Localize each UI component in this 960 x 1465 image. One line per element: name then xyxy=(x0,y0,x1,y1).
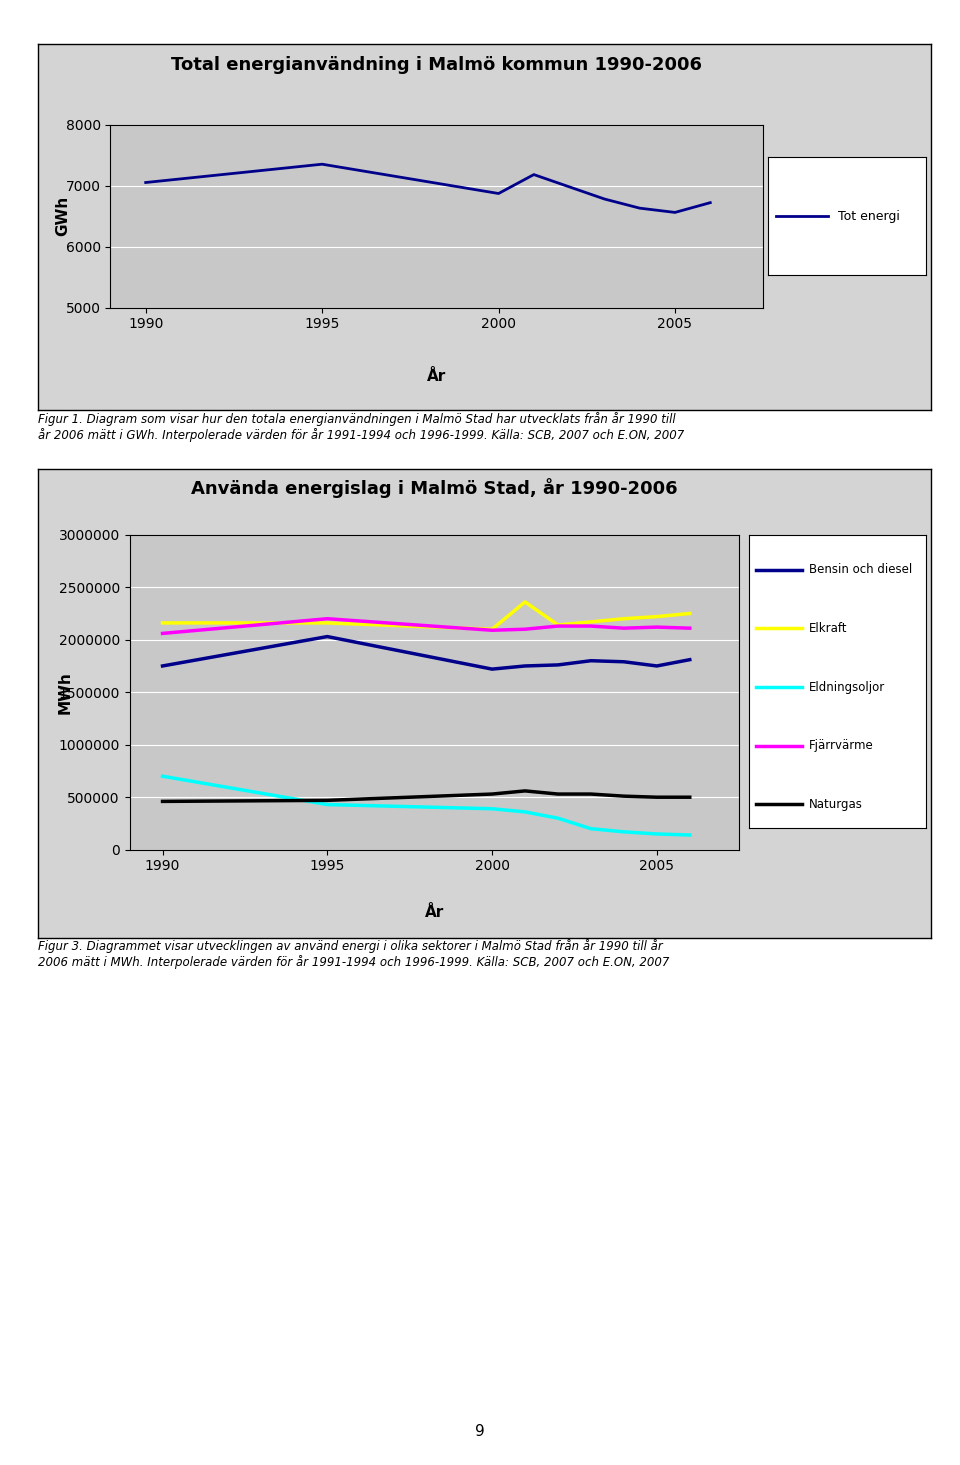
Elkraft xyxy=(519,593,531,611)
Tot energi xyxy=(669,204,681,221)
Tot energi xyxy=(528,166,540,183)
Bensin och diesel xyxy=(487,661,498,678)
Fjärrvärme xyxy=(651,618,662,636)
Naturgas xyxy=(651,788,662,806)
Eldningsoljor xyxy=(651,825,662,842)
Tot energi xyxy=(564,177,575,195)
Text: Figur 3. Diagrammet visar utvecklingen av använd energi i olika sektorer i Malmö: Figur 3. Diagrammet visar utvecklingen a… xyxy=(38,939,670,970)
Text: Fjärrvärme: Fjärrvärme xyxy=(809,740,874,752)
Text: År: År xyxy=(427,369,446,384)
Naturgas xyxy=(684,788,696,806)
Bensin och diesel xyxy=(618,653,630,671)
Text: 9: 9 xyxy=(475,1424,485,1439)
Eldningsoljor xyxy=(156,768,168,785)
Bensin och diesel xyxy=(519,658,531,675)
Bensin och diesel xyxy=(684,650,696,668)
Bensin och diesel xyxy=(322,628,333,646)
Line: Eldningsoljor: Eldningsoljor xyxy=(162,776,690,835)
Eldningsoljor xyxy=(519,803,531,820)
Bensin och diesel xyxy=(651,658,662,675)
Fjärrvärme xyxy=(322,609,333,627)
Line: Naturgas: Naturgas xyxy=(162,791,690,801)
Eldningsoljor xyxy=(487,800,498,817)
Text: År: År xyxy=(424,905,444,920)
Naturgas xyxy=(487,785,498,803)
Naturgas xyxy=(156,793,168,810)
Fjärrvärme xyxy=(519,621,531,639)
Elkraft xyxy=(684,605,696,623)
Line: Fjärrvärme: Fjärrvärme xyxy=(162,618,690,633)
Text: Figur 1. Diagram som visar hur den totala energianvändningen i Malmö Stad har ut: Figur 1. Diagram som visar hur den total… xyxy=(38,412,684,442)
Tot energi xyxy=(140,174,152,192)
Text: Använda energislag i Malmö Stad, år 1990-2006: Använda energislag i Malmö Stad, år 1990… xyxy=(191,478,678,498)
Elkraft xyxy=(618,609,630,627)
Elkraft xyxy=(487,621,498,639)
Line: Tot energi: Tot energi xyxy=(146,164,710,212)
Naturgas xyxy=(519,782,531,800)
Text: Naturgas: Naturgas xyxy=(809,798,863,810)
Elkraft xyxy=(586,612,597,630)
Naturgas xyxy=(322,791,333,809)
Elkraft xyxy=(156,614,168,631)
Eldningsoljor xyxy=(552,809,564,826)
Naturgas xyxy=(586,785,597,803)
Text: Eldningsoljor: Eldningsoljor xyxy=(809,681,885,693)
Eldningsoljor xyxy=(618,823,630,841)
Tot energi xyxy=(634,199,645,217)
Fjärrvärme xyxy=(684,620,696,637)
Text: Total energianvändning i Malmö kommun 1990-2006: Total energianvändning i Malmö kommun 19… xyxy=(171,56,703,73)
Bensin och diesel xyxy=(156,658,168,675)
Naturgas xyxy=(552,785,564,803)
Text: Tot energi: Tot energi xyxy=(838,209,900,223)
Text: Elkraft: Elkraft xyxy=(809,623,848,634)
Bensin och diesel xyxy=(552,656,564,674)
Text: Bensin och diesel: Bensin och diesel xyxy=(809,564,912,576)
Eldningsoljor xyxy=(586,820,597,838)
Elkraft xyxy=(651,608,662,626)
Line: Bensin och diesel: Bensin och diesel xyxy=(162,637,690,670)
Fjärrvärme xyxy=(156,624,168,642)
Tot energi xyxy=(492,185,504,202)
Text: MWh: MWh xyxy=(58,671,73,713)
Eldningsoljor xyxy=(322,795,333,813)
Bensin och diesel xyxy=(586,652,597,670)
Elkraft xyxy=(322,614,333,631)
Tot energi xyxy=(705,193,716,211)
Elkraft xyxy=(552,617,564,634)
Fjärrvärme xyxy=(552,617,564,634)
Fjärrvärme xyxy=(586,617,597,634)
Tot energi xyxy=(317,155,328,173)
Fjärrvärme xyxy=(618,620,630,637)
Eldningsoljor xyxy=(684,826,696,844)
Naturgas xyxy=(618,787,630,804)
Fjärrvärme xyxy=(487,621,498,639)
Text: GWh: GWh xyxy=(55,196,70,236)
Tot energi xyxy=(599,190,611,208)
Line: Elkraft: Elkraft xyxy=(162,602,690,630)
